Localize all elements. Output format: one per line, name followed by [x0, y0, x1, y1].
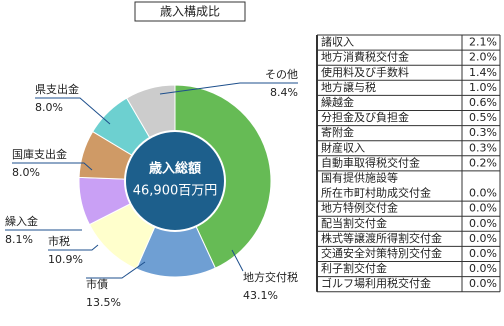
table-label: 所在市町村助成交付金 — [321, 186, 431, 200]
table-label: 交通安全対策特別交付金 — [321, 246, 442, 260]
table-value: 2.1% — [469, 36, 497, 49]
table-value: 0.0% — [469, 247, 497, 260]
table-value: 0.0% — [469, 187, 497, 200]
table-value: 0.0% — [469, 262, 497, 275]
table-label: 地方消費税交付金 — [321, 50, 409, 64]
table-label: 財産収入 — [321, 140, 365, 154]
table-label: 国有提供施設等 — [321, 170, 398, 184]
table-label: 自動車取得税交付金 — [321, 155, 420, 169]
table-label: 地方譲与税 — [321, 80, 376, 94]
title-box — [134, 1, 246, 22]
center-label: 歳入総額 — [149, 161, 201, 177]
leader-line — [159, 82, 298, 95]
leader-line — [86, 261, 146, 279]
table-label: 寄附金 — [321, 125, 354, 139]
table-label: 使用料及び手数料 — [321, 65, 409, 79]
slice-label: 県支出金 — [35, 82, 79, 96]
slice-value: 10.9% — [48, 253, 83, 266]
table-value: 0.2% — [469, 156, 497, 169]
slice-value: 43.1% — [243, 289, 278, 302]
slice-label: 市債 — [86, 277, 108, 291]
slice-value: 13.5% — [86, 296, 121, 309]
slice-label: 地方交付税 — [243, 270, 298, 284]
slice-label: 繰入金 — [5, 214, 38, 228]
table-value: 0.3% — [469, 141, 497, 154]
slice-value: 8.4% — [270, 86, 298, 99]
slice-label: その他 — [265, 68, 298, 81]
center-value: 46,900百万円 — [133, 184, 218, 199]
table-value: 0.0% — [469, 277, 497, 290]
slice-value: 8.1% — [5, 233, 33, 246]
leader-line — [231, 249, 244, 272]
leader-line — [48, 244, 99, 251]
table-label: 利子割交付金 — [321, 261, 387, 275]
table-value: 0.5% — [469, 111, 497, 124]
table-value: 0.3% — [469, 126, 497, 139]
table-value: 0.0% — [469, 232, 497, 245]
table-label: 株式等譲渡所得割交付金 — [321, 231, 442, 245]
table-value: 1.4% — [469, 66, 497, 79]
table-label: 地方特例交付金 — [321, 201, 398, 215]
table-value: 0.0% — [469, 202, 497, 215]
table-value: 0.0% — [469, 217, 497, 230]
leader-line — [12, 162, 93, 171]
table-label: 諸収入 — [321, 35, 354, 49]
table-label: ゴルフ場利用税交付金 — [321, 276, 431, 290]
table-value: 2.0% — [469, 51, 497, 64]
center-circle — [124, 130, 226, 232]
table-label: 分担金及び負担金 — [321, 110, 409, 124]
slice-value: 8.0% — [12, 166, 40, 179]
table-value: 1.0% — [469, 81, 497, 94]
chart-title: 歳入構成比 — [160, 5, 220, 19]
slice-label: 国庫支出金 — [12, 147, 67, 161]
slice-label: 市税 — [48, 234, 70, 248]
slice-value: 8.0% — [35, 101, 63, 114]
table-value: 0.6% — [469, 96, 497, 109]
table-label: 繰越金 — [321, 95, 354, 109]
leader-line — [35, 97, 111, 125]
table-label: 配当割交付金 — [321, 216, 387, 230]
